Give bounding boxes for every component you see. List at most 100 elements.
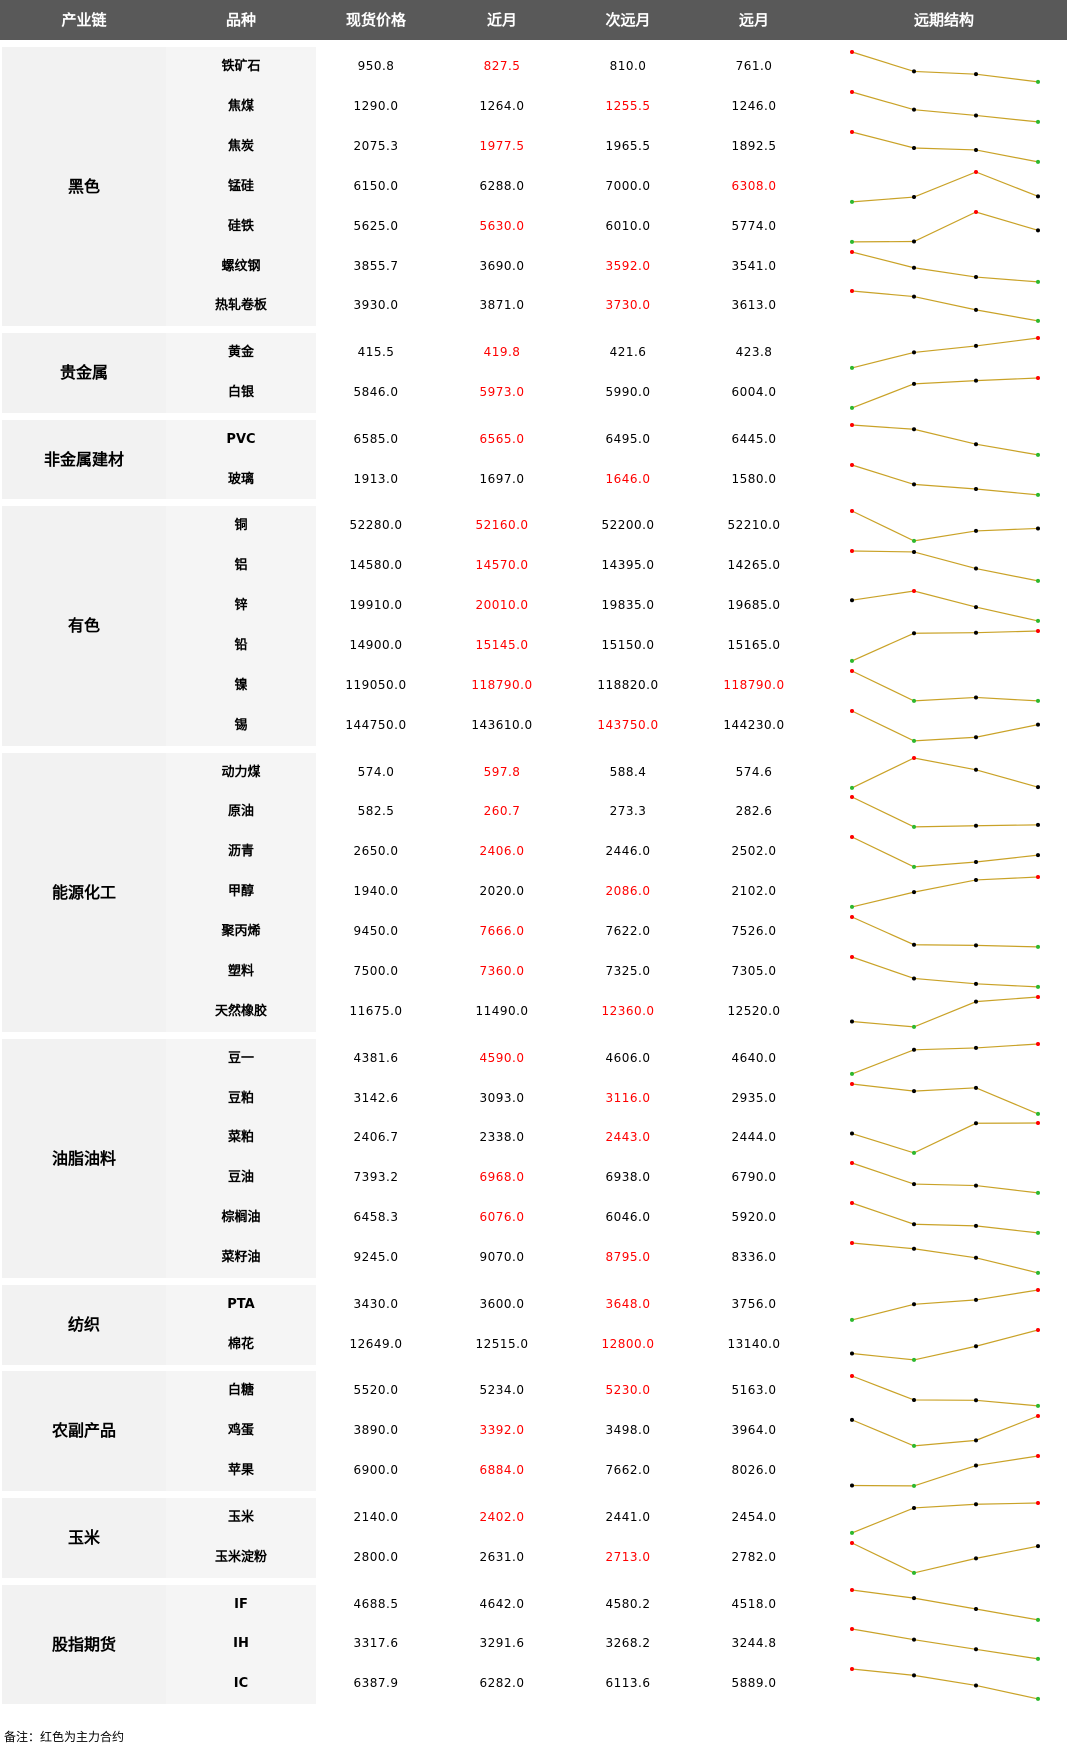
sparkline-point bbox=[912, 1570, 916, 1575]
price-cell-next: 2086.0 bbox=[605, 884, 651, 899]
group-cell bbox=[2, 506, 166, 746]
sparkline-point bbox=[1036, 1697, 1040, 1702]
term-structure-sparkline bbox=[850, 89, 1040, 124]
price-cell-next: 2446.0 bbox=[605, 844, 651, 859]
header-cell: 品种 bbox=[225, 11, 256, 29]
price-cell-far: 144230.0 bbox=[723, 717, 785, 732]
sparkline-point bbox=[1036, 492, 1040, 497]
sparkline-point bbox=[850, 422, 854, 427]
item-column-bg bbox=[166, 1497, 316, 1578]
sparkline-point bbox=[912, 145, 916, 150]
price-cell-next: 273.3 bbox=[609, 804, 647, 819]
sparkline-point bbox=[974, 1438, 978, 1443]
sparkline-path bbox=[851, 1162, 1039, 1194]
price-cell-far: 5774.0 bbox=[731, 218, 777, 233]
sparkline-path bbox=[851, 916, 1039, 948]
sparkline-point bbox=[974, 1398, 978, 1403]
price-cell-spot: 3930.0 bbox=[353, 298, 399, 313]
sparkline-point bbox=[974, 1183, 978, 1188]
sparkline-path bbox=[851, 996, 1039, 1028]
sparkline-point bbox=[912, 976, 916, 981]
term-structure-sparkline bbox=[850, 755, 1040, 790]
sparkline-point bbox=[912, 942, 916, 947]
price-cell-near: 11490.0 bbox=[475, 1003, 529, 1018]
sparkline-path bbox=[851, 464, 1039, 496]
price-cell-next: 4580.2 bbox=[605, 1596, 651, 1611]
item-name: 锌 bbox=[234, 598, 248, 614]
item-name: 菜粕 bbox=[227, 1130, 254, 1146]
price-cell-far: 282.6 bbox=[735, 804, 773, 819]
item-name: 动力煤 bbox=[221, 764, 261, 780]
price-cell-near: 2338.0 bbox=[479, 1130, 525, 1145]
sparkline-point bbox=[974, 378, 978, 383]
price-cell-spot: 5846.0 bbox=[353, 385, 399, 399]
sparkline-point bbox=[1036, 984, 1040, 989]
sparkline-point bbox=[1036, 784, 1040, 789]
price-cell-near: 3871.0 bbox=[479, 298, 525, 313]
sparkline-point bbox=[1036, 1041, 1040, 1046]
sparkline-path bbox=[851, 250, 1039, 282]
term-structure-sparkline bbox=[850, 875, 1040, 910]
sparkline-point bbox=[850, 1418, 854, 1423]
sparkline-point bbox=[850, 1019, 854, 1024]
sparkline-point bbox=[1036, 336, 1040, 341]
price-cell-spot: 4381.6 bbox=[353, 1050, 399, 1065]
sparkline-path bbox=[851, 756, 1039, 788]
sparkline-path bbox=[851, 51, 1039, 83]
price-cell-next: 6010.0 bbox=[605, 218, 651, 233]
price-cell-spot: 5520.0 bbox=[353, 1383, 399, 1398]
price-cell-far: 118790.0 bbox=[723, 677, 785, 692]
sparkline-point bbox=[850, 668, 854, 673]
price-cell-spot: 7393.2 bbox=[353, 1170, 399, 1185]
item-name: 豆一 bbox=[227, 1050, 254, 1066]
term-structure-sparkline bbox=[850, 708, 1040, 743]
price-cell-far: 5889.0 bbox=[731, 1676, 777, 1691]
group-cell bbox=[2, 1584, 166, 1705]
price-cell-near: 3392.0 bbox=[479, 1423, 525, 1438]
group-label: 玉米 bbox=[67, 1527, 100, 1547]
sparkline-point bbox=[1036, 319, 1040, 324]
term-structure-sparkline bbox=[850, 1667, 1040, 1702]
sparkline-point bbox=[974, 1556, 978, 1561]
sparkline-point bbox=[974, 274, 978, 279]
sparkline-point bbox=[974, 1045, 978, 1050]
price-cell-next: 2443.0 bbox=[605, 1130, 651, 1145]
sparkline-path bbox=[851, 956, 1039, 988]
sparkline-point bbox=[850, 1071, 854, 1076]
sparkline-point bbox=[912, 1246, 916, 1251]
sparkline-point bbox=[974, 630, 978, 635]
sparkline-point bbox=[1036, 994, 1040, 999]
price-cell-far: 5163.0 bbox=[731, 1383, 777, 1398]
group-label: 贵金属 bbox=[59, 363, 108, 383]
price-cell-near: 6282.0 bbox=[479, 1676, 525, 1691]
price-cell-far: 3244.8 bbox=[731, 1636, 777, 1651]
sparkline-point bbox=[912, 1024, 916, 1029]
sparkline-point bbox=[912, 1398, 916, 1403]
sparkline-path bbox=[851, 171, 1039, 203]
term-structure-sparkline bbox=[850, 249, 1040, 284]
sparkline-path bbox=[851, 1542, 1039, 1574]
group-cell bbox=[2, 1371, 166, 1492]
sparkline-path bbox=[851, 131, 1039, 163]
sparkline-point bbox=[850, 50, 854, 54]
price-cell-spot: 6900.0 bbox=[353, 1463, 399, 1478]
price-cell-near: 1697.0 bbox=[479, 471, 525, 486]
item-name: 玉米淀粉 bbox=[214, 1549, 267, 1565]
item-name: 棉花 bbox=[227, 1336, 254, 1352]
sparkline-point bbox=[912, 698, 916, 703]
sparkline-path bbox=[851, 210, 1039, 243]
group-label: 油脂油料 bbox=[51, 1148, 116, 1168]
price-cell-spot: 19910.0 bbox=[349, 598, 403, 613]
item-name: 玉米 bbox=[227, 1509, 254, 1525]
sparkline-point bbox=[1036, 579, 1040, 584]
price-cell-spot: 14900.0 bbox=[349, 638, 403, 652]
term-structure-sparkline bbox=[850, 169, 1040, 204]
price-cell-near: 4642.0 bbox=[479, 1596, 525, 1611]
sparkline-path bbox=[851, 590, 1039, 622]
group-label: 农副产品 bbox=[51, 1421, 116, 1441]
price-cell-spot: 6150.0 bbox=[353, 178, 399, 193]
price-cell-next: 4606.0 bbox=[605, 1050, 651, 1065]
price-cell-next: 1646.0 bbox=[605, 471, 651, 486]
sparkline-point bbox=[912, 631, 916, 636]
price-cell-near: 118790.0 bbox=[471, 677, 533, 692]
